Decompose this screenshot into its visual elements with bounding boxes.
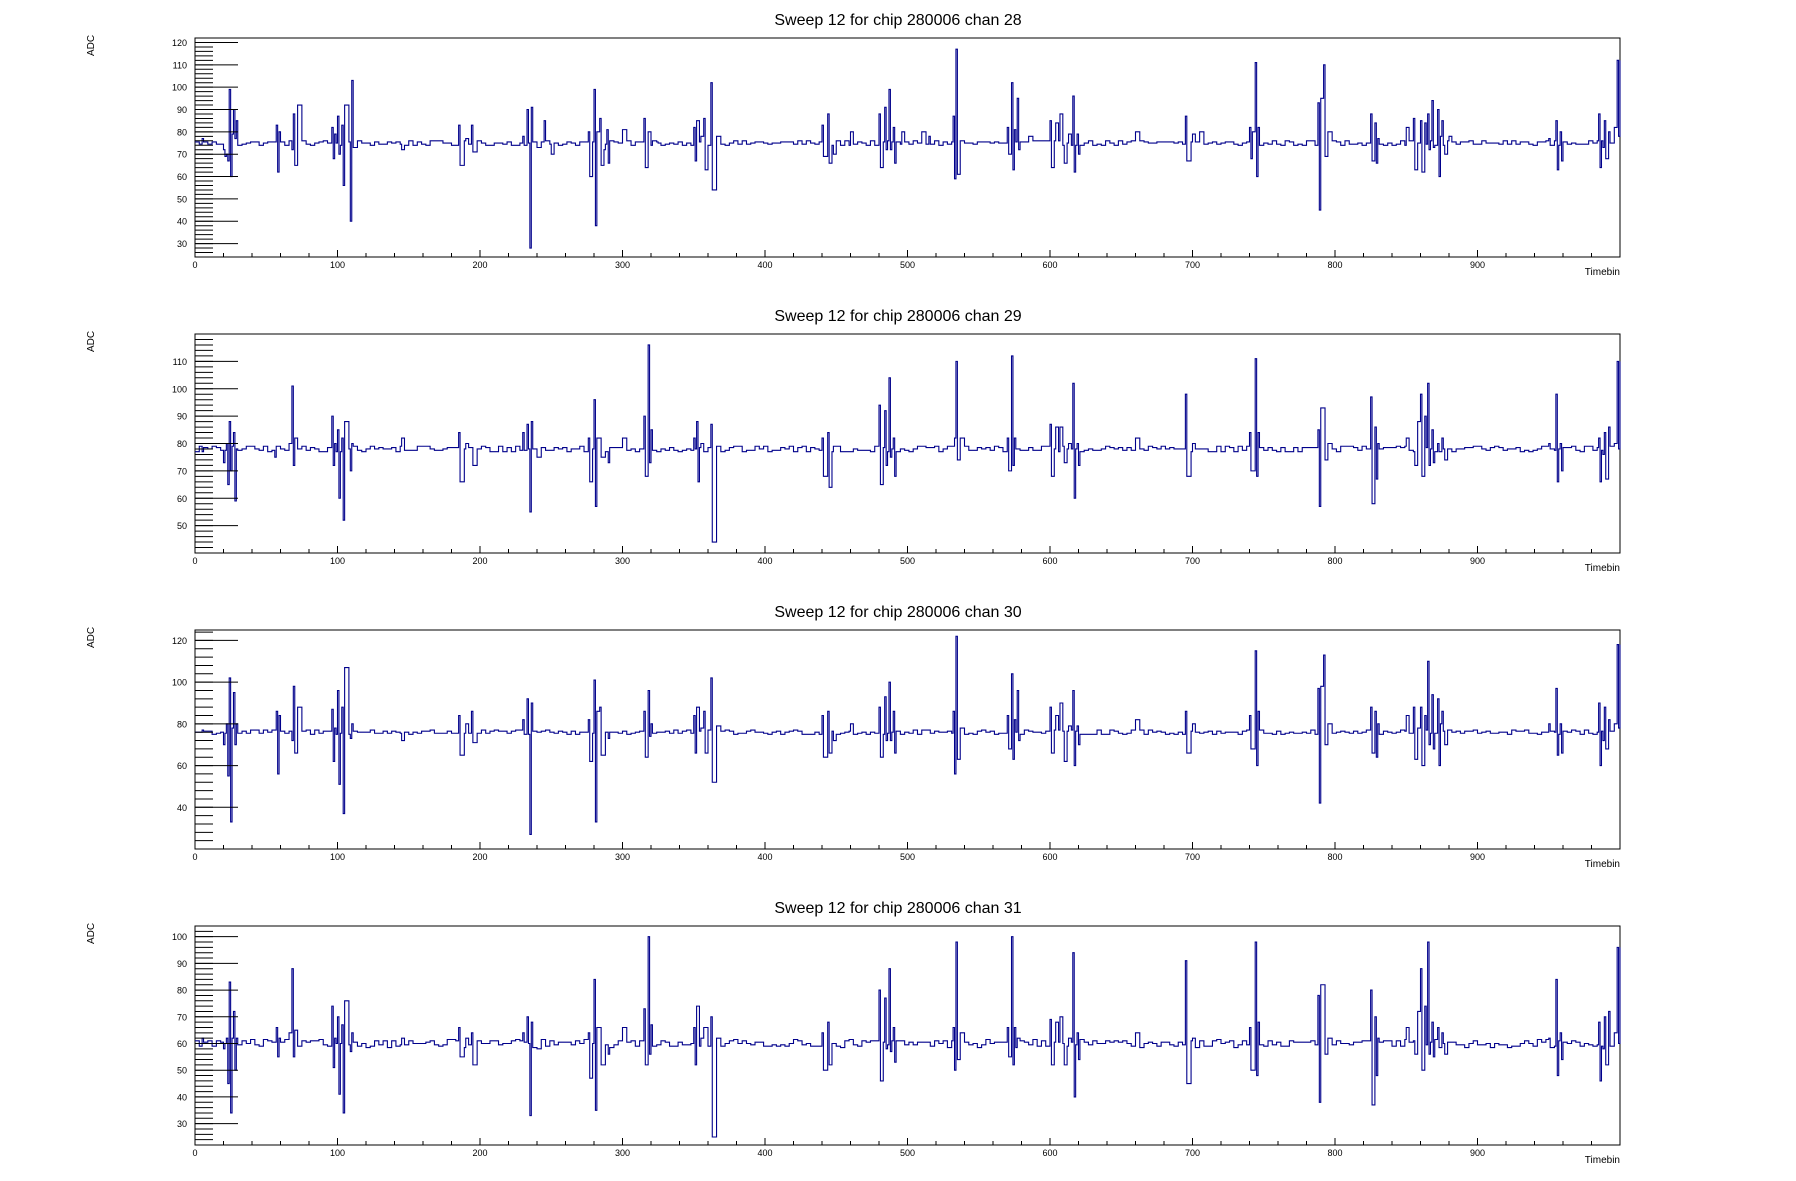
chart-title: Sweep 12 for chip 280006 chan 30: [774, 604, 1022, 621]
x-tick-label: 900: [1470, 852, 1485, 862]
x-axis-label: Timebin: [1584, 859, 1620, 870]
x-tick-label: 500: [900, 556, 915, 566]
y-tick-label: 80: [177, 439, 187, 449]
x-tick-label: 500: [900, 260, 915, 270]
x-tick-label: 600: [1042, 260, 1057, 270]
x-tick-label: 800: [1327, 852, 1342, 862]
chart-title: Sweep 12 for chip 280006 chan 28: [774, 12, 1022, 29]
y-tick-label: 50: [177, 521, 187, 531]
x-tick-label: 300: [615, 260, 630, 270]
x-tick-label: 300: [615, 1148, 630, 1158]
x-tick-label: 400: [757, 1148, 772, 1158]
chart-title: Sweep 12 for chip 280006 chan 31: [774, 900, 1022, 917]
x-tick-label: 600: [1042, 1148, 1057, 1158]
chart-panel-chan-29: Sweep 12 for chip 280006 chan 29 ADC 50 6…: [0, 296, 1796, 589]
x-tick-label: 700: [1185, 556, 1200, 566]
y-tick-label: 100: [172, 932, 187, 942]
series-line: [195, 936, 1621, 1138]
x-tick-label: 100: [330, 260, 345, 270]
y-tick-label: 30: [177, 1119, 187, 1129]
chart-panel-chan-28: Sweep 12 for chip 280006 chan 28 ADC 30 4…: [0, 0, 1796, 293]
y-tick-label: 60: [177, 761, 187, 771]
x-tick-label: 900: [1470, 260, 1485, 270]
y-tick-label: 60: [177, 494, 187, 504]
y-tick-label: 90: [177, 412, 187, 422]
y-tick-label: 120: [172, 636, 187, 646]
y-tick-label: 110: [173, 60, 187, 70]
chart-plot: 30 40 50 60 70 80 90 100 110 120 0 100 200 300 400 500 6…: [172, 37, 1621, 270]
y-tick-label: 80: [177, 719, 187, 729]
y-tick-label: 40: [177, 1092, 187, 1102]
y-tick-label: 60: [177, 1039, 187, 1049]
x-tick-label: 100: [330, 852, 345, 862]
y-tick-label: 100: [172, 384, 187, 394]
x-tick-label: 500: [900, 1148, 915, 1158]
y-tick-label: 100: [172, 678, 187, 688]
y-tick-label: 70: [177, 1012, 187, 1022]
y-tick-label: 40: [177, 217, 187, 227]
x-tick-label: 200: [472, 260, 487, 270]
y-tick-label: 80: [177, 127, 187, 137]
chart-title: Sweep 12 for chip 280006 chan 29: [774, 308, 1022, 325]
y-tick-label: 80: [177, 986, 187, 996]
x-tick-label: 500: [900, 852, 915, 862]
x-tick-label: 300: [615, 556, 630, 566]
y-tick-label: 100: [172, 83, 187, 93]
x-tick-label: 300: [615, 852, 630, 862]
x-tick-label: 800: [1327, 260, 1342, 270]
x-tick-label: 0: [192, 556, 197, 566]
x-tick-label: 700: [1185, 852, 1200, 862]
x-tick-label: 400: [757, 260, 772, 270]
x-tick-label: 800: [1327, 1148, 1342, 1158]
x-tick-label: 800: [1327, 556, 1342, 566]
x-tick-label: 200: [472, 852, 487, 862]
y-tick-label: 50: [177, 194, 187, 204]
y-tick-label: 50: [177, 1066, 187, 1076]
x-axis-label: Timebin: [1584, 1155, 1620, 1166]
x-tick-label: 100: [330, 1148, 345, 1158]
chart-plot: 50 60 70 80 90 100 110 0 100 200 300 400 500 600 700 80…: [172, 333, 1621, 566]
chart-plot: 30 40 50 60 70 80 90 100 0 100 200 300 400 500 600 700 8…: [172, 925, 1621, 1158]
x-tick-label: 900: [1470, 556, 1485, 566]
x-tick-label: 600: [1042, 852, 1057, 862]
x-tick-label: 400: [757, 852, 772, 862]
x-tick-label: 100: [330, 556, 345, 566]
chart-panel-chan-30: Sweep 12 for chip 280006 chan 30 ADC 40 6…: [0, 592, 1796, 885]
x-tick-label: 700: [1185, 260, 1200, 270]
x-tick-label: 200: [472, 1148, 487, 1158]
y-tick-label: 110: [173, 357, 187, 367]
x-tick-label: 0: [192, 260, 197, 270]
y-tick-label: 30: [177, 239, 187, 249]
x-tick-label: 700: [1185, 1148, 1200, 1158]
x-axis-label: Timebin: [1584, 267, 1620, 278]
x-tick-label: 600: [1042, 556, 1057, 566]
x-tick-label: 0: [192, 852, 197, 862]
x-tick-label: 200: [472, 556, 487, 566]
y-tick-label: 120: [172, 38, 187, 48]
chart-panel-chan-31: Sweep 12 for chip 280006 chan 31 ADC 30 4…: [0, 888, 1796, 1181]
y-tick-label: 90: [177, 959, 187, 969]
y-tick-label: 90: [177, 105, 187, 115]
y-tick-label: 60: [177, 172, 187, 182]
y-tick-label: 70: [177, 150, 187, 160]
x-tick-label: 900: [1470, 1148, 1485, 1158]
x-axis-label: Timebin: [1584, 563, 1620, 574]
chart-plot: 40 60 80 100 120 0 100 200 300 400 500 600 700 800 900: [172, 629, 1621, 862]
series-line: [195, 635, 1621, 835]
y-tick-label: 70: [177, 466, 187, 476]
y-tick-label: 40: [177, 803, 187, 813]
x-tick-label: 400: [757, 556, 772, 566]
series-line: [195, 344, 1621, 543]
plot-frame: [194, 629, 1621, 850]
plot-frame: [194, 37, 1621, 258]
x-tick-label: 0: [192, 1148, 197, 1158]
series-line: [195, 48, 1621, 249]
